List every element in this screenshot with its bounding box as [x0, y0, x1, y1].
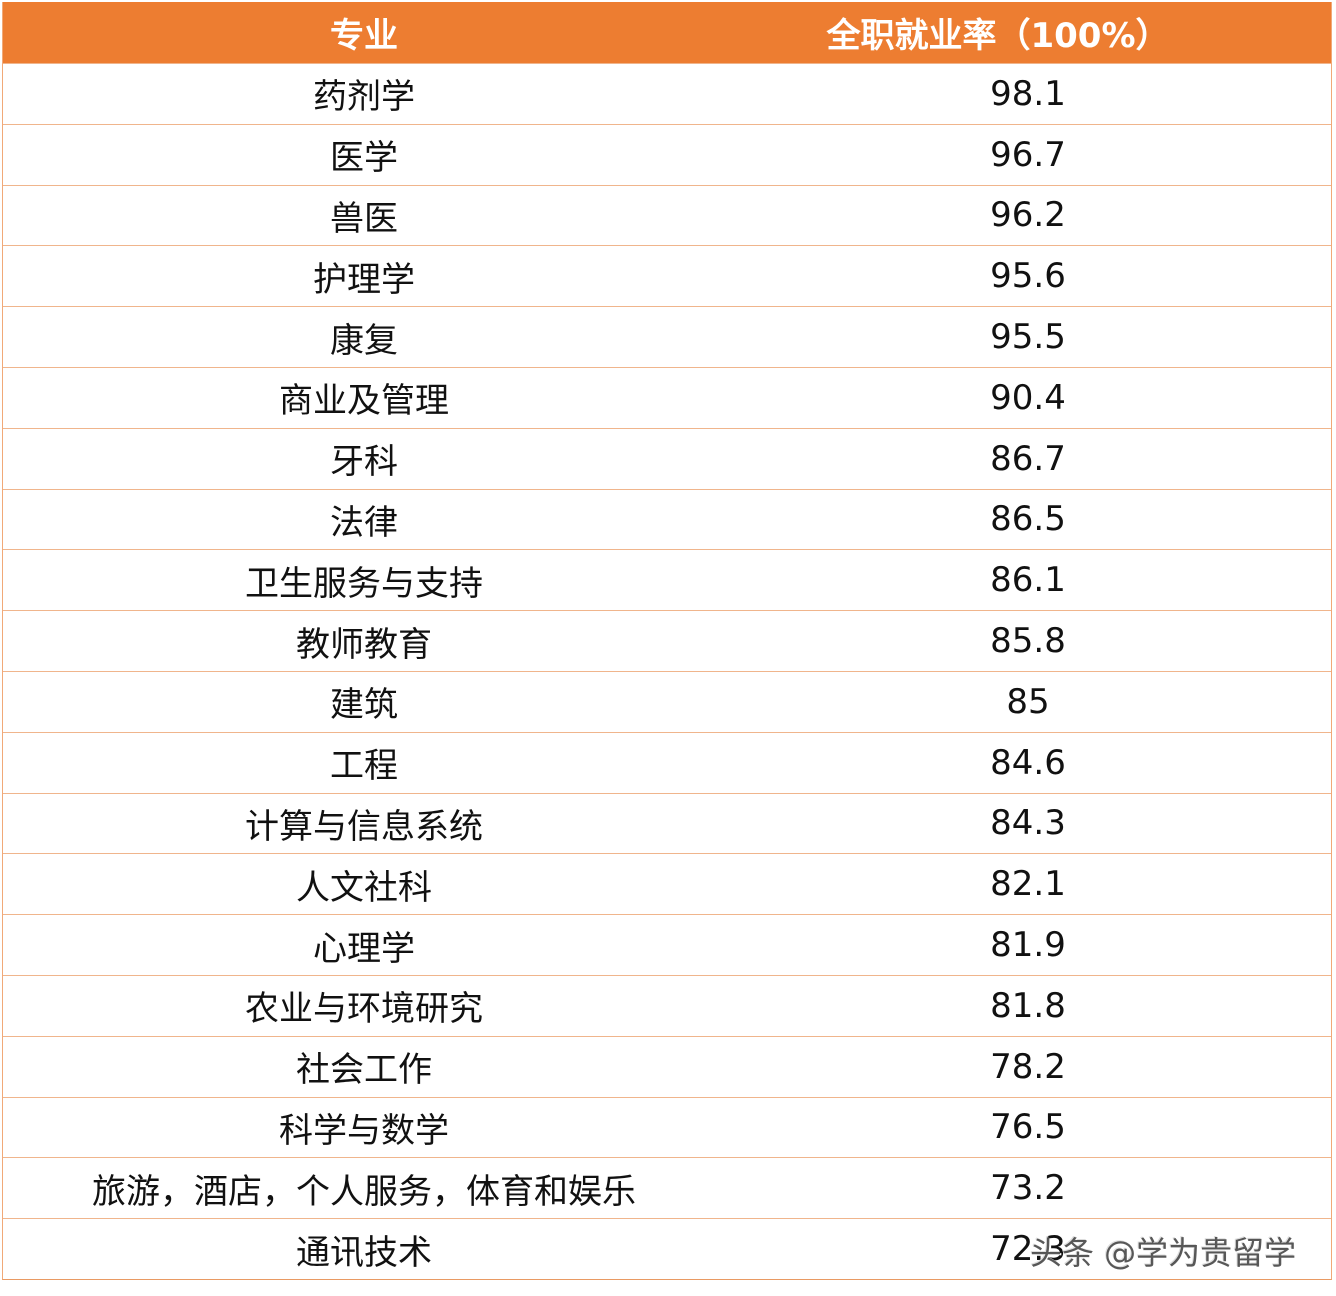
- cell-rate: 73.2: [990, 1168, 1066, 1209]
- table-row: 教师教育 85.8: [3, 610, 1331, 671]
- cell-major: 医学: [330, 138, 398, 179]
- table-row: 药剂学 98.1: [3, 63, 1331, 124]
- cell-major: 通讯技术: [296, 1232, 432, 1273]
- cell-rate: 90.4: [990, 377, 1066, 418]
- cell-major: 人文社科: [296, 867, 432, 908]
- table-row: 商业及管理 90.4: [3, 366, 1331, 428]
- table-row: 计算与信息系统 84.3: [3, 792, 1331, 854]
- cell-major: 牙科: [330, 442, 398, 483]
- header-rate: 全职就业率（100%）: [826, 16, 1170, 56]
- cell-major: 兽医: [330, 198, 398, 239]
- cell-rate: 95.6: [990, 256, 1066, 297]
- table-row: 农业与环境研究 81.8: [3, 974, 1331, 1036]
- table-row: 旅游，酒店，个人服务，体育和娱乐 73.2: [3, 1157, 1331, 1218]
- cell-major: 心理学: [313, 928, 415, 969]
- cell-major: 康复: [330, 320, 398, 361]
- watermark: 头条 @学为贵留学: [1030, 1234, 1297, 1272]
- table-row: 通讯技术 72.3: [3, 1218, 1331, 1279]
- cell-major: 护理学: [313, 259, 415, 300]
- cell-major: 卫生服务与支持: [245, 563, 483, 604]
- cell-major: 商业及管理: [279, 381, 449, 422]
- cell-rate: 81.8: [990, 985, 1066, 1026]
- cell-major: 教师教育: [296, 624, 432, 665]
- table-row: 科学与数学 76.5: [3, 1096, 1331, 1158]
- cell-rate: 85: [1006, 681, 1050, 722]
- table-header: 专业 全职就业率（100%）: [3, 2, 1331, 63]
- table-row: 心理学 81.9: [3, 914, 1331, 975]
- table-row: 兽医 96.2: [3, 184, 1331, 246]
- cell-major: 药剂学: [313, 77, 415, 118]
- cell-major: 工程: [330, 746, 398, 787]
- cell-rate: 76.5: [990, 1107, 1066, 1148]
- cell-rate: 84.3: [990, 803, 1066, 844]
- cell-rate: 81.9: [990, 925, 1066, 966]
- cell-rate: 95.5: [990, 317, 1066, 358]
- cell-major: 旅游，酒店，个人服务，体育和娱乐: [92, 1171, 636, 1212]
- cell-major: 农业与环境研究: [245, 989, 483, 1030]
- cell-major: 建筑: [330, 685, 398, 726]
- cell-rate: 72.3: [990, 1229, 1066, 1270]
- table-row: 护理学 95.6: [3, 245, 1331, 306]
- cell-rate: 82.1: [990, 864, 1066, 905]
- cell-rate: 98.1: [990, 73, 1066, 114]
- cell-rate: 86.5: [990, 499, 1066, 540]
- cell-major: 法律: [330, 502, 398, 543]
- cell-rate: 85.8: [990, 621, 1066, 662]
- table-row: 人文社科 82.1: [3, 853, 1331, 914]
- table-row: 法律 86.5: [3, 488, 1331, 550]
- cell-rate: 96.2: [990, 195, 1066, 236]
- table-row: 工程 84.6: [3, 731, 1331, 793]
- table-row: 医学 96.7: [3, 123, 1331, 185]
- cell-major: 社会工作: [296, 1050, 432, 1091]
- table-row: 建筑 85: [3, 670, 1331, 732]
- cell-rate: 84.6: [990, 742, 1066, 783]
- cell-rate: 86.7: [990, 438, 1066, 479]
- cell-major: 科学与数学: [279, 1110, 449, 1151]
- table-row: 牙科 86.7: [3, 427, 1331, 489]
- header-major: 专业: [330, 16, 398, 56]
- cell-rate: 78.2: [990, 1046, 1066, 1087]
- table-row: 康复 95.5: [3, 306, 1331, 367]
- table-row: 卫生服务与支持 86.1: [3, 549, 1331, 610]
- cell-major: 计算与信息系统: [245, 806, 483, 847]
- table-row: 社会工作 78.2: [3, 1035, 1331, 1097]
- cell-rate: 86.1: [990, 560, 1066, 601]
- cell-rate: 96.7: [990, 134, 1066, 175]
